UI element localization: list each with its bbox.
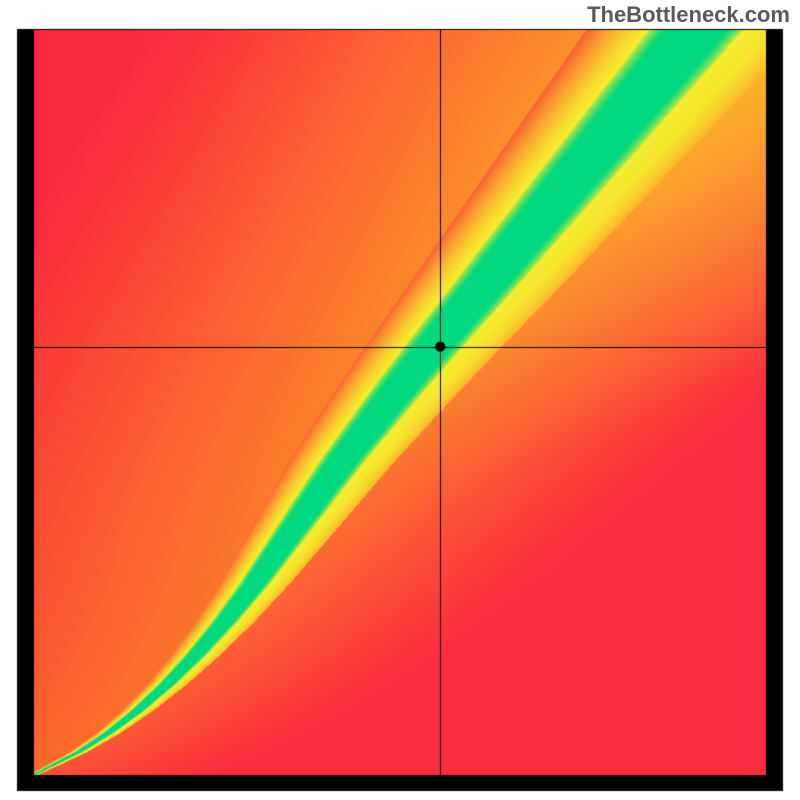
watermark-text: TheBottleneck.com bbox=[587, 2, 790, 28]
heatmap-canvas bbox=[0, 0, 800, 800]
